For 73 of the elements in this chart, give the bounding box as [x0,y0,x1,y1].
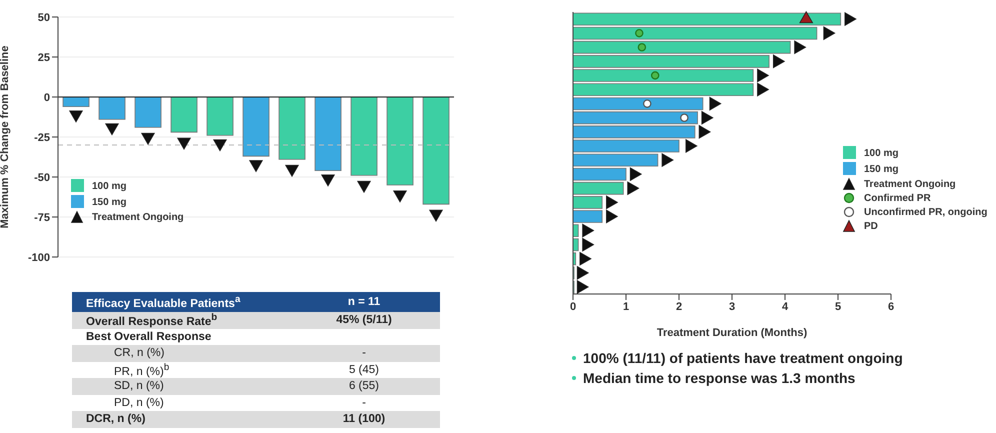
y-tick-label: -100 [28,252,50,264]
category-label: Overall Response Rate$^{b}$ [85,312,218,328]
text: 45% (5/11) [336,314,392,326]
category-label: Efficacy Evaluable Patients$^{a}$ [85,293,242,312]
point [576,280,589,294]
x-tick-label: 0 [570,300,576,313]
legend-label: 150 mg [92,196,126,208]
point [576,266,589,280]
x-tick-label: 4 [782,300,789,313]
point [662,153,674,167]
point [709,96,722,110]
point [794,40,806,54]
text: - [362,396,366,409]
category-label: PD, n (%) [113,396,165,411]
point [772,54,785,68]
text: - [362,347,366,360]
legend-label: Confirmed PR [864,192,931,204]
legend-label: 100 mg [864,148,898,158]
category-label: Best Overall Response [85,330,212,345]
category-label: CR, n (%) [113,346,166,362]
point [582,238,594,252]
point [321,174,335,186]
category-label: PR, n (%)$^{b}$ [113,362,170,378]
legend-label: Treatment Ongoing [864,178,956,190]
y-tick-label: 25 [38,52,50,64]
point [393,190,407,202]
point [630,167,642,181]
x-tick-label: 5 [834,300,842,313]
point [686,139,698,153]
point [580,252,592,266]
category-label: SD, n (%) [113,379,165,394]
text: n = 11 [348,296,380,308]
point [249,160,263,172]
text: Median time to response was 1.3 months [583,370,856,386]
point [757,68,769,82]
x-tick-label: 1 [622,300,630,313]
point [285,164,299,177]
x-axis-title: Treatment Duration (Months) [656,327,808,339]
legend-label: 150 mg [864,164,898,174]
point [627,181,640,196]
point [844,12,856,26]
legend-label: PD [864,220,878,232]
point [606,196,618,210]
text: 6 (55) [348,380,380,392]
x-tick-label: 2 [676,300,682,313]
legend-label: 100 mg [92,180,126,192]
point [69,110,83,122]
legend-label: Unconfirmed PR, ongoing [864,206,988,218]
point [357,180,371,193]
point [606,210,618,224]
text: 11 (100) [342,413,386,426]
point [177,138,191,150]
y-tick-label: 0 [44,92,50,104]
point [213,139,227,152]
point [701,110,714,125]
point [429,210,443,222]
y-tick-label: -25 [34,132,50,144]
y-tick-label: 50 [38,12,50,24]
point [582,224,594,238]
point [698,125,711,139]
point [757,82,769,96]
point [823,26,836,40]
x-tick-label: 3 [728,300,736,313]
category-label: DCR, n (%) [85,412,146,428]
text: 5 (45) [348,364,380,376]
legend-label: Treatment Ongoing [92,212,184,222]
y-tick-label: -50 [34,172,50,184]
x-tick-label: 6 [888,300,894,313]
point [141,132,155,145]
y-tick-label: -75 [34,212,50,224]
point [105,123,119,136]
text: 100% (11/11) of patients have treatment ongoing [583,350,903,366]
y-axis-title: Maximum % Change from Baseline [0,46,11,228]
